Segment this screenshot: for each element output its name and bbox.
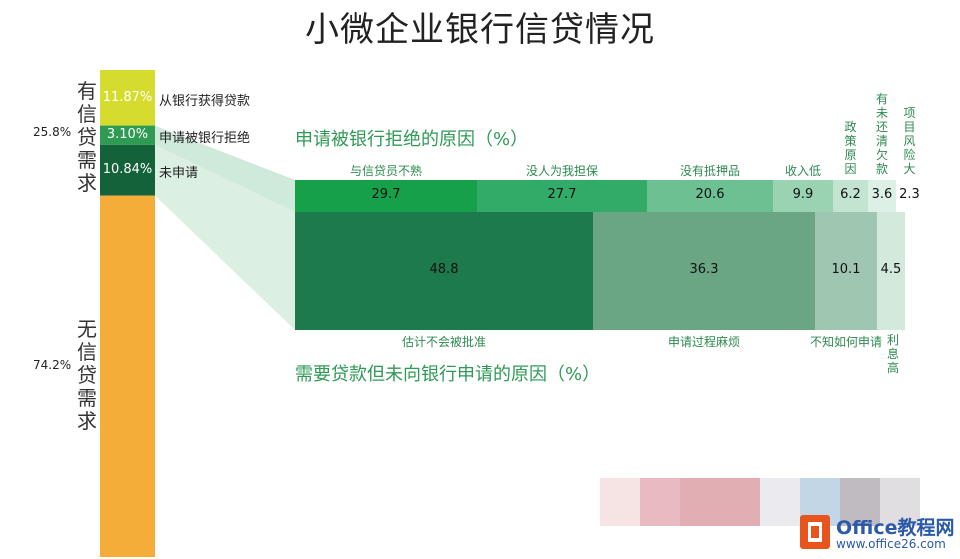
watermark-url: www.office26.com <box>836 537 946 551</box>
rejection-bar-1 <box>477 180 647 212</box>
not-applied-value: 48.8 <box>429 262 459 277</box>
not-applied-category: 利息高 <box>886 333 899 375</box>
rejection-category: 收入低 <box>784 164 821 178</box>
office-logo-icon <box>800 515 830 549</box>
demand-group-label: 有信贷需求 <box>77 79 97 195</box>
decorative-block <box>640 478 680 526</box>
credit-segment-value: 3.10% <box>106 127 149 143</box>
not-applied-bar-1 <box>593 212 815 330</box>
rejection-category: 项目风险大 <box>903 106 916 176</box>
decorative-block <box>760 478 800 526</box>
rejection-value: 29.7 <box>371 187 401 202</box>
credit-segment-0 <box>100 70 155 126</box>
rejection-value: 20.6 <box>695 187 725 202</box>
rejection-bar-5 <box>868 180 896 212</box>
credit-segment-label: 从银行获得贷款 <box>159 93 251 109</box>
not-applied-bar-3 <box>877 212 905 330</box>
rejection-bar-4 <box>833 180 868 212</box>
decorative-block <box>600 478 640 526</box>
rejection-value: 9.9 <box>792 187 814 202</box>
no-demand-group-pct: 74.2% <box>33 358 72 372</box>
rejection-value: 27.7 <box>547 187 577 202</box>
rejection-bar-6 <box>896 180 923 212</box>
not-applied-category: 估计不会被批准 <box>401 335 486 349</box>
demand-group-pct: 25.8% <box>33 124 72 139</box>
not-applied-value: 36.3 <box>689 262 719 277</box>
rejection-category: 有未还清欠款 <box>875 92 888 176</box>
not-applied-connector <box>155 144 295 330</box>
watermark-brand: Office教程网 <box>836 517 955 539</box>
no-demand-group-label: 无信贷需求 <box>77 317 97 433</box>
decorative-block <box>680 478 760 526</box>
rejection-category: 没有抵押品 <box>679 164 740 178</box>
rejection-bar-2 <box>647 180 773 212</box>
no-demand-bar <box>100 195 155 557</box>
rejection-value: 6.2 <box>840 187 861 202</box>
credit-segment-2 <box>100 144 155 196</box>
rejection-category: 与信贷员不熟 <box>349 164 422 178</box>
not-applied-heading: 需要贷款但未向银行申请的原因（%） <box>295 364 601 385</box>
rejection-bar-3 <box>773 180 833 212</box>
rejection-category: 政策原因 <box>844 120 857 176</box>
decorative-block <box>840 478 880 526</box>
not-applied-value: 10.1 <box>831 262 861 277</box>
rejection-heading: 申请被银行拒绝的原因（%） <box>295 129 529 150</box>
credit-segment-value: 10.84% <box>102 162 153 178</box>
decorative-block <box>880 478 920 526</box>
rejection-category: 没人为我担保 <box>525 164 598 178</box>
rejection-bar-0 <box>295 180 477 212</box>
not-applied-category: 申请过程麻烦 <box>667 335 740 349</box>
credit-segment-1 <box>100 125 155 145</box>
rejection-value: 2.3 <box>899 187 920 202</box>
chart-title: 小微企业银行信贷情况 <box>305 10 655 50</box>
rejected-connector <box>155 125 295 212</box>
credit-segment-value: 11.87% <box>102 89 153 105</box>
credit-segment-label: 未申请 <box>159 166 199 182</box>
not-applied-value: 4.5 <box>880 262 902 277</box>
rejection-value: 3.6 <box>871 187 893 202</box>
credit-segment-label: 申请被银行拒绝 <box>159 131 251 147</box>
not-applied-bar-0 <box>295 212 593 330</box>
not-applied-bar-2 <box>815 212 877 330</box>
not-applied-category: 不知如何申请 <box>809 335 882 349</box>
